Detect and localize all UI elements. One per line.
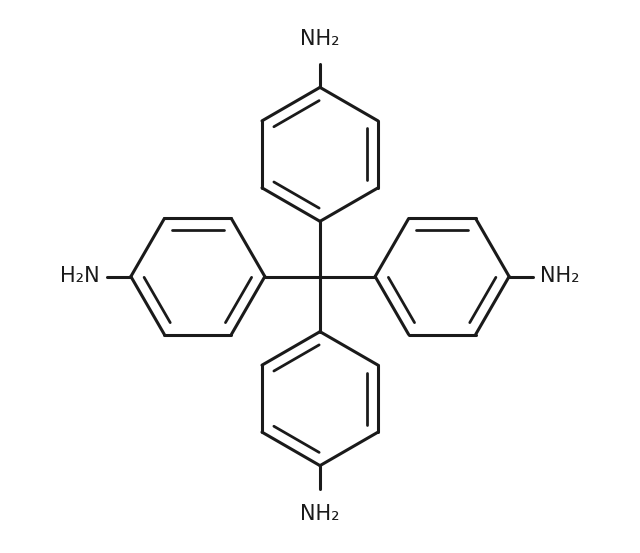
Text: H₂N: H₂N [60,267,100,286]
Text: NH₂: NH₂ [300,29,340,49]
Text: NH₂: NH₂ [300,504,340,524]
Text: NH₂: NH₂ [540,267,580,286]
